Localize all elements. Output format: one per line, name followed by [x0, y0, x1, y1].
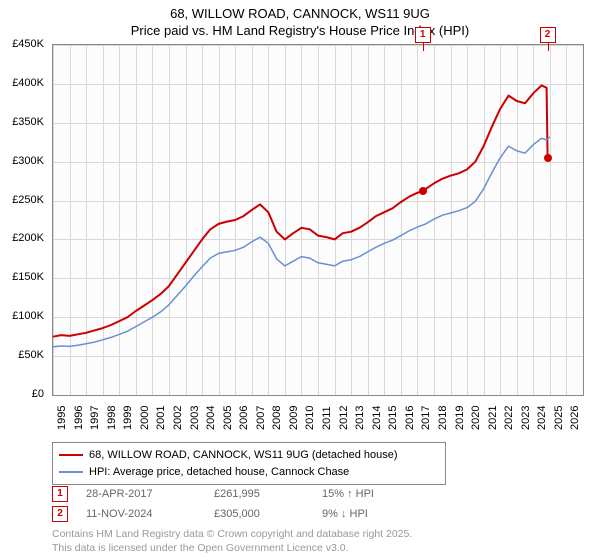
annotation-row: 1 28-APR-2017 £261,995 15% ↑ HPI — [52, 486, 582, 502]
footer-line1: Contains HM Land Registry data © Crown c… — [52, 528, 412, 542]
x-tick-label: 2011 — [321, 406, 333, 430]
annotation-price: £305,000 — [214, 508, 304, 520]
y-tick-label: £100K — [0, 310, 44, 322]
x-tick-label: 2001 — [155, 406, 167, 430]
chart-marker-box: 1 — [415, 27, 431, 43]
x-tick-label: 2000 — [139, 406, 151, 430]
data-point — [419, 187, 427, 195]
x-tick-label: 2010 — [304, 406, 316, 430]
x-tick-label: 2007 — [255, 406, 267, 430]
y-tick-label: £150K — [0, 271, 44, 283]
x-tick-label: 2017 — [420, 406, 432, 430]
annotation-marker: 1 — [52, 486, 68, 502]
title-address: 68, WILLOW ROAD, CANNOCK, WS11 9UG — [0, 6, 600, 23]
x-tick-label: 2013 — [354, 406, 366, 430]
x-tick-label: 2005 — [222, 406, 234, 430]
title-block: 68, WILLOW ROAD, CANNOCK, WS11 9UG Price… — [0, 0, 600, 40]
x-tick-label: 2026 — [569, 406, 581, 430]
y-tick-label: £300K — [0, 155, 44, 167]
x-tick-label: 2009 — [288, 406, 300, 430]
x-tick-label: 2022 — [503, 406, 515, 430]
x-tick-label: 2024 — [536, 406, 548, 430]
chart-marker-box: 2 — [540, 27, 556, 43]
legend-swatch — [59, 454, 83, 456]
x-tick-label: 2012 — [338, 406, 350, 430]
y-tick-label: £200K — [0, 232, 44, 244]
legend-item: HPI: Average price, detached house, Cann… — [59, 464, 439, 481]
legend-item: 68, WILLOW ROAD, CANNOCK, WS11 9UG (deta… — [59, 447, 439, 464]
legend: 68, WILLOW ROAD, CANNOCK, WS11 9UG (deta… — [52, 442, 446, 485]
x-tick-label: 2004 — [205, 406, 217, 430]
footer-attribution: Contains HM Land Registry data © Crown c… — [52, 528, 412, 555]
annotation-hpi: 9% ↓ HPI — [322, 508, 368, 520]
annotation-date: 11-NOV-2024 — [86, 508, 196, 520]
legend-label: 68, WILLOW ROAD, CANNOCK, WS11 9UG (deta… — [89, 447, 398, 464]
legend-label: HPI: Average price, detached house, Cann… — [89, 464, 349, 481]
y-tick-label: £0 — [0, 388, 44, 400]
x-tick-label: 2014 — [371, 406, 383, 430]
annotation-hpi: 15% ↑ HPI — [322, 488, 374, 500]
x-tick-label: 2025 — [553, 406, 565, 430]
x-tick-label: 2006 — [238, 406, 250, 430]
y-tick-label: £250K — [0, 194, 44, 206]
annotation-marker: 2 — [52, 506, 68, 522]
y-tick-label: £400K — [0, 77, 44, 89]
x-tick-label: 2018 — [437, 406, 449, 430]
footer-line2: This data is licensed under the Open Gov… — [52, 542, 412, 556]
data-point — [544, 154, 552, 162]
annotation-price: £261,995 — [214, 488, 304, 500]
x-tick-label: 1996 — [73, 406, 85, 430]
x-axis: 1995 1996 1997 1998 1999 2000 2001 2002 2003 2004… — [52, 396, 582, 440]
x-tick-label: 1999 — [122, 406, 134, 430]
y-axis: £0£50K£100K£150K£200K£250K£300K£350K£400… — [0, 44, 48, 394]
legend-swatch — [59, 471, 83, 473]
x-tick-label: 2019 — [454, 406, 466, 430]
y-tick-label: £350K — [0, 116, 44, 128]
x-tick-label: 2003 — [189, 406, 201, 430]
line-series — [53, 45, 583, 395]
chart-container: 68, WILLOW ROAD, CANNOCK, WS11 9UG Price… — [0, 0, 600, 560]
series-line — [53, 85, 548, 336]
plot-area: 12 — [52, 44, 584, 396]
y-tick-label: £450K — [0, 38, 44, 50]
series-line — [53, 137, 550, 347]
annotation-date: 28-APR-2017 — [86, 488, 196, 500]
x-tick-label: 1997 — [89, 406, 101, 430]
x-tick-label: 2020 — [470, 406, 482, 430]
annotation-table: 1 28-APR-2017 £261,995 15% ↑ HPI 2 11-NO… — [52, 486, 582, 526]
x-tick-label: 2023 — [520, 406, 532, 430]
x-tick-label: 2002 — [172, 406, 184, 430]
title-subtitle: Price paid vs. HM Land Registry's House … — [0, 23, 600, 40]
x-tick-label: 2008 — [271, 406, 283, 430]
y-tick-label: £50K — [0, 349, 44, 361]
x-tick-label: 2015 — [387, 406, 399, 430]
x-tick-label: 2021 — [487, 406, 499, 430]
x-tick-label: 2016 — [404, 406, 416, 430]
x-tick-label: 1995 — [56, 406, 68, 430]
annotation-row: 2 11-NOV-2024 £305,000 9% ↓ HPI — [52, 506, 582, 522]
x-tick-label: 1998 — [106, 406, 118, 430]
